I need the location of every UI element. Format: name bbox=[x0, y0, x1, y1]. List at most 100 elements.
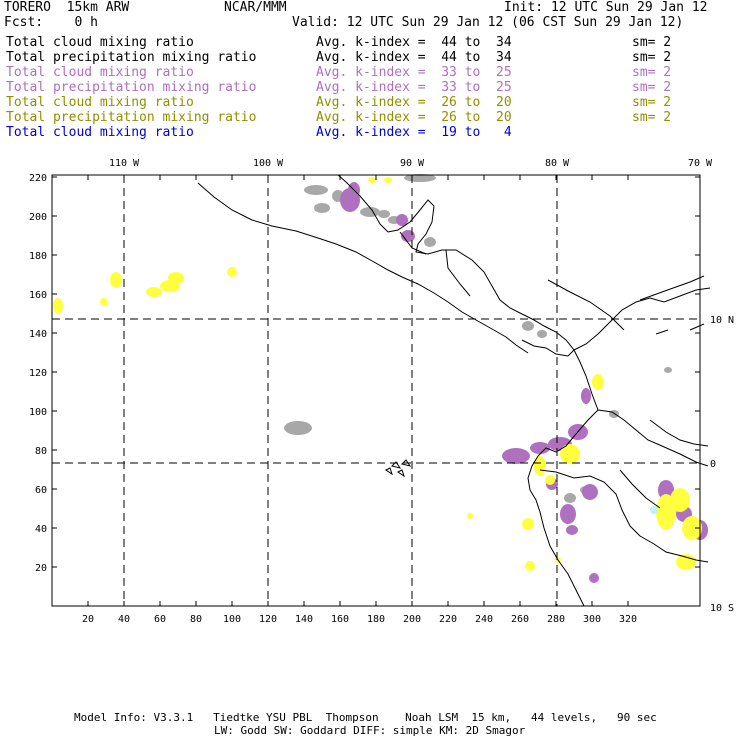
y-tick-label: 160 bbox=[29, 290, 47, 301]
cloud-blob-gray bbox=[360, 207, 380, 217]
cloud-blob-yellow bbox=[110, 272, 122, 288]
cloud-blob-purple bbox=[658, 480, 674, 500]
init-time: Init: 12 UTC Sun 29 Jan 12 bbox=[504, 0, 708, 15]
latitude-label: 10 N bbox=[710, 315, 734, 326]
cloud-blob-gray bbox=[314, 203, 330, 213]
x-tick-label: 280 bbox=[547, 614, 565, 625]
legend-smoothing: sm= 2 bbox=[632, 65, 672, 80]
legend-kindex: Avg. k-index = 44 to 34 bbox=[316, 35, 512, 50]
cloud-blob-cyan bbox=[650, 506, 658, 514]
cloud-blob-yellow bbox=[525, 561, 535, 571]
legend-smoothing: sm= 2 bbox=[632, 35, 672, 50]
cloud-blob-yellow bbox=[534, 456, 546, 476]
cloud-blob-yellow bbox=[467, 513, 473, 519]
cloud-blob-yellow bbox=[682, 516, 702, 540]
x-tick-label: 100 bbox=[223, 614, 241, 625]
map-frame bbox=[51, 174, 701, 607]
axis-labels: 20 40 60 80 100 120 140 160 180 200 220 240 260 280 30… bbox=[29, 158, 734, 625]
cloud-blob-yellow bbox=[227, 267, 237, 277]
x-tick-label: 220 bbox=[439, 614, 457, 625]
x-tick-label: 300 bbox=[583, 614, 601, 625]
cloud-blob-yellow bbox=[384, 177, 392, 183]
y-tick-label: 40 bbox=[35, 524, 47, 535]
cloud-blob-purple bbox=[589, 573, 599, 583]
legend-smoothing: sm= 2 bbox=[632, 80, 672, 95]
legend-smoothing: sm= 2 bbox=[632, 95, 672, 110]
cloud-blob-purple bbox=[560, 504, 576, 524]
cloud-blob-yellow bbox=[670, 488, 690, 512]
coast-mexico-north bbox=[197, 182, 529, 354]
cloud-blob-yellow bbox=[146, 287, 162, 297]
lat-lon-grid bbox=[52, 175, 700, 606]
cloud-blob-yellow bbox=[168, 272, 184, 284]
y-tick-label: 120 bbox=[29, 368, 47, 379]
cloud-blob-gray bbox=[664, 367, 672, 373]
cloud-blob-gray bbox=[378, 210, 390, 218]
x-tick-label: 120 bbox=[259, 614, 277, 625]
valid-time: Valid: 12 UTC Sun 29 Jan 12 (06 CST Sun … bbox=[292, 15, 684, 30]
x-tick-label: 320 bbox=[619, 614, 637, 625]
y-tick-label: 180 bbox=[29, 251, 47, 262]
legend-smoothing: sm= 2 bbox=[632, 50, 672, 65]
coast-venezuela-border bbox=[597, 409, 709, 467]
legend-field-label: Total cloud mixing ratio bbox=[6, 95, 194, 110]
longitude-label: 110 W bbox=[109, 158, 140, 169]
cloud-blob-gray bbox=[537, 330, 547, 338]
legend-kindex: Avg. k-index = 33 to 25 bbox=[316, 80, 512, 95]
x-tick-label: 180 bbox=[367, 614, 385, 625]
longitude-label: 100 W bbox=[253, 158, 284, 169]
cloud-blob-gray bbox=[564, 493, 576, 503]
coast-brazil-border bbox=[619, 419, 709, 509]
x-tick-label: 60 bbox=[154, 614, 166, 625]
cloud-blob-gray bbox=[522, 321, 534, 331]
cloud-blob-yellow bbox=[100, 298, 108, 306]
legend-smoothing: sm= 2 bbox=[632, 110, 672, 125]
y-tick-label: 220 bbox=[29, 173, 47, 184]
x-tick-label: 240 bbox=[475, 614, 493, 625]
coast-caribbean-islands bbox=[547, 275, 705, 335]
cloud-blob-gray bbox=[284, 421, 312, 435]
longitude-label: 80 W bbox=[545, 158, 570, 169]
coastlines bbox=[197, 174, 711, 607]
x-tick-label: 140 bbox=[295, 614, 313, 625]
cloud-blob-gray bbox=[304, 185, 328, 195]
organization: NCAR/MMM bbox=[224, 0, 287, 15]
cloud-blob-purple bbox=[530, 442, 550, 454]
model-info: Model Info: V3.3.1 Tiedtke YSU PBL Thomp… bbox=[74, 711, 657, 724]
legend-kindex: Avg. k-index = 44 to 34 bbox=[316, 50, 512, 65]
legend-field-label: Total precipitation mixing ratio bbox=[6, 50, 257, 65]
longitude-label: 70 W bbox=[688, 158, 713, 169]
cloud-blob-purple bbox=[502, 448, 530, 464]
legend-field-label: Total precipitation mixing ratio bbox=[6, 110, 257, 125]
cloud-blob-gray bbox=[424, 237, 436, 247]
cloud-blob-yellow bbox=[560, 444, 580, 464]
coast-yucatan bbox=[337, 174, 575, 357]
cloud-blob-purple bbox=[581, 388, 591, 404]
longitude-label: 90 W bbox=[400, 158, 425, 169]
model-name: TORERO 15km ARW bbox=[4, 0, 130, 15]
cloud-blob-yellow bbox=[522, 518, 534, 530]
legend-kindex: Avg. k-index = 26 to 20 bbox=[316, 110, 512, 125]
axis-ticks bbox=[52, 175, 700, 606]
physics-info: LW: Godd SW: Goddard DIFF: simple KM: 2D… bbox=[214, 724, 526, 737]
y-tick-label: 20 bbox=[35, 563, 47, 574]
cloud-blob-purple bbox=[566, 525, 578, 535]
cloud-blob-yellow bbox=[545, 475, 555, 485]
y-tick-label: 60 bbox=[35, 485, 47, 496]
legend-kindex: Avg. k-index = 33 to 25 bbox=[316, 65, 512, 80]
cloud-blob-purple bbox=[396, 214, 408, 226]
y-tick-label: 200 bbox=[29, 212, 47, 223]
forecast-hour: Fcst: 0 h bbox=[4, 15, 98, 30]
cloud-blob-purple bbox=[582, 484, 598, 500]
y-tick-label: 80 bbox=[35, 446, 47, 457]
x-tick-label: 80 bbox=[190, 614, 202, 625]
legend-field-label: Total cloud mixing ratio bbox=[6, 125, 194, 140]
x-tick-label: 260 bbox=[511, 614, 529, 625]
coast-galapagos bbox=[385, 459, 412, 478]
x-tick-label: 20 bbox=[82, 614, 94, 625]
cloud-blob-yellow bbox=[53, 298, 63, 314]
legend-field-label: Total precipitation mixing ratio bbox=[6, 80, 257, 95]
x-tick-label: 200 bbox=[403, 614, 421, 625]
legend-kindex: Avg. k-index = 26 to 20 bbox=[316, 95, 512, 110]
